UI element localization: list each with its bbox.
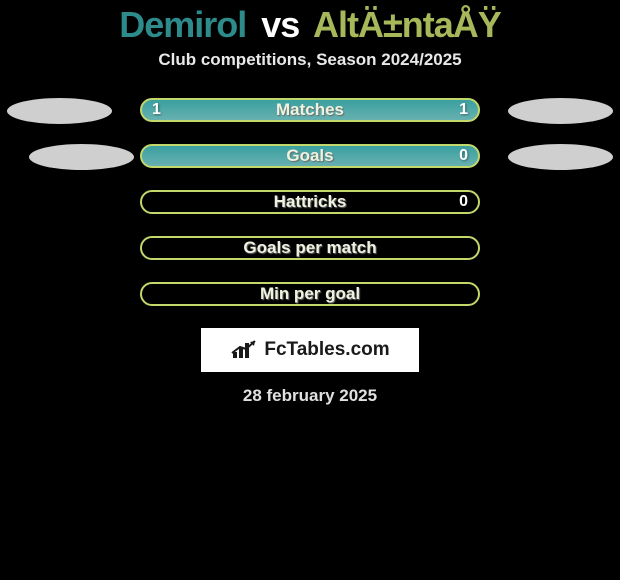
- stat-bar: Goals 0: [140, 144, 480, 168]
- stat-row: Min per goal: [0, 282, 620, 308]
- snapshot-date: 28 february 2025: [0, 386, 620, 406]
- stat-row: Matches 1 1: [0, 98, 620, 124]
- bar-chart-icon: [230, 339, 258, 361]
- stat-row: Hattricks 0: [0, 190, 620, 216]
- stat-label: Goals per match: [243, 238, 376, 258]
- brand-name: FcTables.com: [264, 339, 389, 361]
- stat-right-value: 0: [459, 193, 468, 211]
- player-left-marker: [7, 98, 112, 124]
- player-right-marker: [508, 144, 613, 170]
- player-left-name: Demirol: [119, 4, 246, 45]
- stat-label: Hattricks: [274, 192, 347, 212]
- stat-bar: Hattricks 0: [140, 190, 480, 214]
- stat-bar: Matches 1 1: [140, 98, 480, 122]
- stat-label: Min per goal: [260, 284, 360, 304]
- stat-rows: Matches 1 1 Goals 0 Hattricks 0 Goals per match…: [0, 98, 620, 308]
- stat-row: Goals 0: [0, 144, 620, 170]
- stat-bar: Min per goal: [140, 282, 480, 306]
- brand-box: FcTables.com: [201, 328, 419, 372]
- stats-card: Demirol vs AltÄ±ntaÅŸ Club competitions,…: [0, 4, 620, 406]
- stat-bar: Goals per match: [140, 236, 480, 260]
- stat-right-value: 1: [459, 101, 468, 119]
- stat-row: Goals per match: [0, 236, 620, 262]
- stat-label: Goals: [286, 146, 333, 166]
- player-right-marker: [508, 98, 613, 124]
- vs-text: vs: [261, 4, 299, 45]
- player-right-name: AltÄ±ntaÅŸ: [313, 4, 501, 45]
- stat-label: Matches: [276, 100, 344, 120]
- subtitle: Club competitions, Season 2024/2025: [0, 50, 620, 70]
- stat-right-value: 0: [459, 147, 468, 165]
- page-title: Demirol vs AltÄ±ntaÅŸ: [0, 4, 620, 46]
- player-left-marker: [29, 144, 134, 170]
- stat-left-value: 1: [152, 101, 161, 119]
